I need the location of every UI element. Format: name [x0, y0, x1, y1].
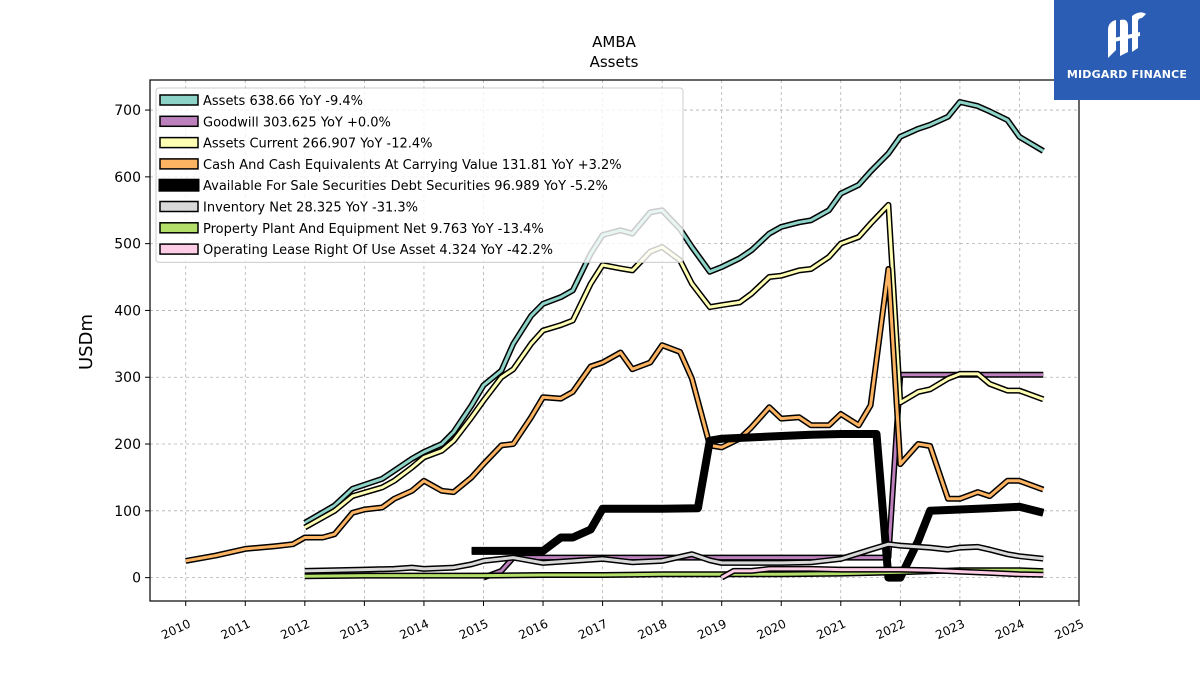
- legend-item: Assets Current 266.907 YoY -12.4%: [159, 136, 433, 152]
- legend-item: Assets 638.66 YoY -9.4%: [159, 94, 363, 109]
- chart-subtitle: Assets: [590, 53, 639, 71]
- x-tick-label: 2013: [338, 617, 372, 643]
- legend-label: Assets Current 266.907 YoY -12.4%: [203, 137, 433, 152]
- legend-label: Property Plant And Equipment Net 9.763 Y…: [203, 222, 544, 237]
- x-tick-label: 2025: [1053, 617, 1087, 643]
- legend-swatch: [159, 158, 199, 170]
- y-tick-label: 500: [114, 237, 141, 253]
- plot-frame: [149, 79, 1080, 602]
- midgard-finance-logo: MIDGARD FINANCE: [1054, 0, 1200, 100]
- legend-swatch: [159, 222, 199, 234]
- x-tick-label: 2012: [278, 617, 312, 643]
- series-line: [185, 267, 1044, 563]
- series-2: [303, 201, 1045, 531]
- x-tick-label: 2018: [636, 617, 670, 643]
- chart-title: AMBA: [592, 33, 636, 51]
- series-line: [304, 203, 1044, 529]
- legend-label: Inventory Net 28.325 YoY -31.3%: [203, 201, 418, 216]
- x-tick-label: 2022: [874, 617, 908, 643]
- legend-swatch: [159, 136, 199, 149]
- logo-mark-icon: [1108, 12, 1146, 58]
- series-0: [303, 99, 1045, 526]
- series-5: [304, 541, 1044, 574]
- legend-swatch: [159, 243, 199, 255]
- legend-item: Inventory Net 28.325 YoY -31.3%: [159, 200, 418, 216]
- legend-label: Goodwill 303.625 YoY +0.0%: [203, 115, 391, 130]
- legend-item: Goodwill 303.625 YoY +0.0%: [159, 115, 391, 130]
- legend-item: Cash And Cash Equivalents At Carrying Va…: [159, 158, 622, 173]
- y-axis-label: USDm: [76, 314, 97, 370]
- y-tick-label: 700: [114, 103, 141, 119]
- legend: Assets 638.66 YoY -9.4% Goodwill 303.625 …: [155, 87, 684, 263]
- legend-item: Operating Lease Right Of Use Asset 4.324…: [159, 243, 553, 258]
- series-layer: [185, 99, 1045, 582]
- y-tick-label: 0: [132, 571, 141, 587]
- legend-label: Cash And Cash Equivalents At Carrying Va…: [203, 158, 622, 173]
- x-tick-label: 2021: [814, 617, 848, 643]
- legend-item: Property Plant And Equipment Net 9.763 Y…: [159, 222, 544, 237]
- series-4: [471, 430, 1045, 582]
- series-3: [185, 266, 1045, 564]
- y-tick-label: 200: [114, 437, 141, 453]
- x-tick-label: 2015: [457, 617, 491, 643]
- x-tick-label: 2023: [933, 617, 967, 643]
- x-tick-label: 2019: [695, 617, 729, 643]
- legend-label: Assets 638.66 YoY -9.4%: [203, 94, 363, 109]
- legend-swatch: [158, 178, 200, 192]
- legend-item: Available For Sale Securities Debt Secur…: [158, 178, 608, 194]
- series-line: [471, 431, 1044, 581]
- x-tick-label: 2020: [755, 617, 789, 643]
- logo-text: MIDGARD FINANCE: [1066, 68, 1188, 81]
- series-line: [304, 100, 1045, 525]
- x-tick-label: 2024: [993, 617, 1027, 643]
- series-line: [304, 542, 1044, 573]
- legend-swatch: [159, 200, 199, 213]
- series-line: [720, 567, 1044, 579]
- y-tick-label: 300: [114, 370, 141, 386]
- legend-swatch: [159, 94, 199, 106]
- y-tick-label: 100: [114, 504, 141, 520]
- legend-label: Available For Sale Securities Debt Secur…: [203, 179, 608, 194]
- x-tick-label: 2016: [517, 617, 551, 643]
- y-tick-label: 400: [114, 303, 141, 319]
- x-tick-label: 2014: [397, 617, 431, 643]
- legend-label: Operating Lease Right Of Use Asset 4.324…: [203, 243, 553, 258]
- x-tick-label: 2011: [219, 617, 253, 643]
- x-tick-label: 2017: [576, 617, 610, 643]
- series-7: [720, 565, 1044, 581]
- legend-frame: [155, 87, 684, 263]
- y-tick-label: 600: [114, 170, 141, 186]
- legend-swatch: [159, 115, 199, 128]
- x-tick-label: 2010: [159, 617, 193, 643]
